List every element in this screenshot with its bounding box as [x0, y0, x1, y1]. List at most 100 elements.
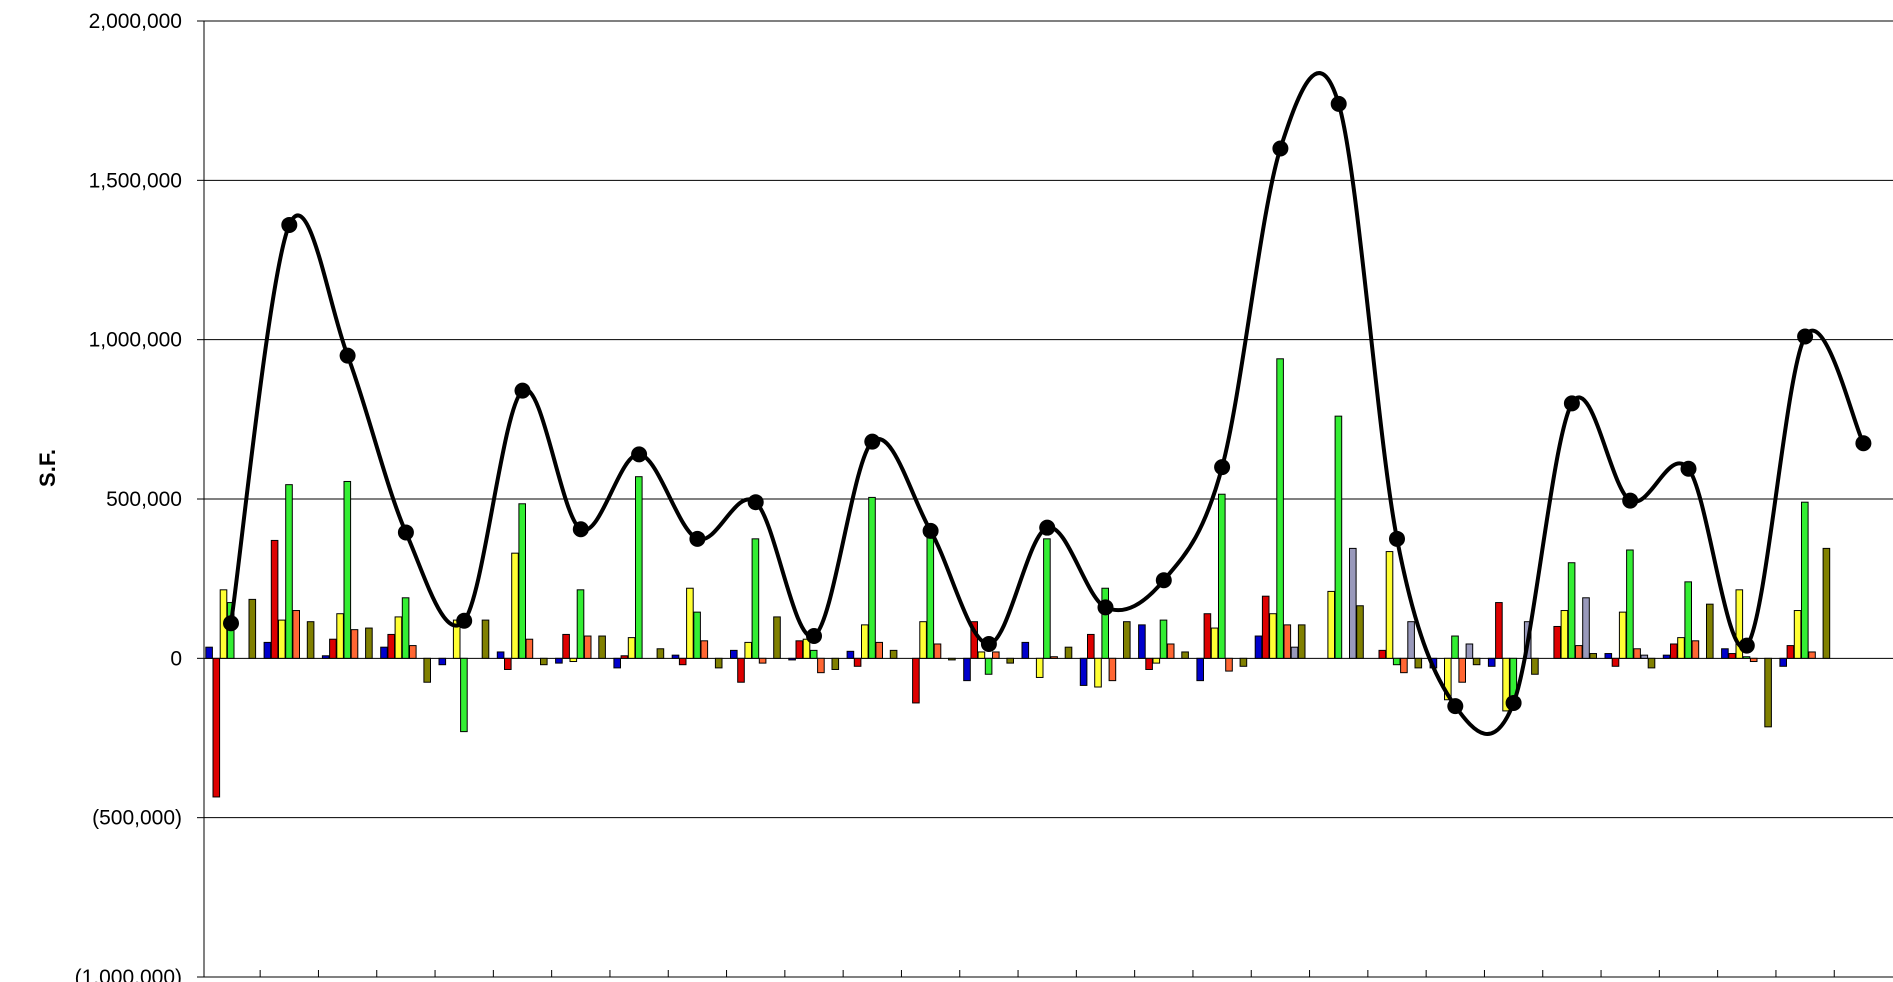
line-point — [631, 446, 648, 463]
bar — [1465, 643, 1474, 659]
bar — [481, 619, 490, 659]
line-point — [980, 635, 997, 652]
bar — [1487, 657, 1496, 667]
bar — [620, 655, 629, 659]
bar — [205, 646, 213, 659]
bar — [1531, 657, 1539, 675]
line-point — [1330, 95, 1347, 112]
bar — [926, 536, 935, 659]
bar — [678, 657, 687, 666]
bar — [1721, 648, 1729, 659]
line-point — [1563, 395, 1580, 412]
bar — [1735, 589, 1744, 659]
bar — [1079, 657, 1088, 686]
bar — [1662, 654, 1671, 659]
bar — [562, 633, 570, 659]
bar — [627, 637, 636, 659]
line-point — [1214, 459, 1231, 476]
bar — [1261, 595, 1270, 659]
bar — [1101, 587, 1110, 659]
bar — [1378, 649, 1387, 659]
line-point — [806, 628, 822, 645]
bar — [1808, 651, 1816, 659]
bar — [737, 657, 745, 683]
bar — [1210, 627, 1219, 659]
bar — [1691, 640, 1700, 659]
line-point — [1505, 694, 1522, 711]
line-point — [281, 216, 298, 233]
bar — [1225, 657, 1233, 672]
line-point — [1155, 572, 1172, 589]
line-point — [397, 524, 414, 541]
bar — [1582, 597, 1590, 659]
bar — [1138, 624, 1146, 659]
bar — [343, 480, 352, 659]
bar — [1218, 493, 1226, 659]
bar — [1094, 657, 1102, 688]
bar — [1575, 645, 1583, 659]
bar — [912, 657, 920, 704]
y-tick-label: (500,000) — [92, 807, 182, 830]
bar — [802, 638, 811, 659]
bars — [205, 358, 1831, 798]
bar — [1239, 657, 1248, 667]
bar — [460, 657, 468, 733]
line-point — [223, 615, 239, 632]
y-tick-label: 1,000,000 — [89, 329, 182, 352]
bar — [401, 597, 410, 659]
y-tick-label: (1,000,000) — [75, 966, 182, 982]
bar — [270, 539, 279, 659]
y-tick-label: 500,000 — [106, 488, 182, 511]
line-point — [1389, 530, 1405, 547]
bar — [635, 476, 643, 659]
bar — [1633, 648, 1641, 659]
bar — [1677, 637, 1685, 659]
bar — [795, 640, 804, 659]
bar — [1334, 415, 1343, 659]
bar — [1254, 635, 1263, 659]
bar — [329, 638, 337, 659]
bar — [1786, 645, 1795, 659]
bar — [1006, 657, 1015, 664]
bar — [1640, 654, 1649, 659]
bar — [1742, 656, 1751, 659]
bar — [758, 657, 767, 664]
bar — [730, 649, 738, 659]
line-point — [864, 433, 881, 450]
bar — [613, 657, 622, 669]
bar — [992, 651, 1000, 659]
bar — [569, 657, 578, 663]
bar — [1749, 657, 1758, 663]
y-axis-title: S.F. — [35, 449, 60, 487]
line-point — [1622, 492, 1639, 509]
line-point — [1738, 637, 1755, 654]
bar — [671, 654, 680, 659]
bar — [875, 641, 884, 659]
bar — [1611, 657, 1620, 667]
bar — [977, 651, 986, 659]
bar — [1495, 602, 1503, 659]
bar — [423, 657, 431, 683]
line-point — [1855, 435, 1872, 452]
bar — [963, 657, 971, 682]
bar — [1553, 625, 1562, 659]
line-point — [1447, 698, 1464, 715]
line-point — [922, 522, 939, 539]
bar — [1297, 624, 1306, 659]
bar — [1451, 635, 1459, 659]
bar — [511, 552, 519, 659]
bar — [409, 645, 417, 659]
bar — [1356, 605, 1364, 659]
bar — [365, 627, 373, 659]
bar — [861, 624, 869, 659]
gridlines — [204, 20, 1893, 819]
bar — [394, 616, 403, 659]
bar — [788, 657, 796, 661]
bar — [1684, 581, 1693, 659]
bar — [1793, 610, 1802, 659]
bar — [1560, 610, 1569, 659]
bar — [1392, 657, 1401, 666]
bar — [1502, 657, 1510, 712]
line-point — [339, 347, 356, 364]
bar — [1400, 657, 1408, 674]
